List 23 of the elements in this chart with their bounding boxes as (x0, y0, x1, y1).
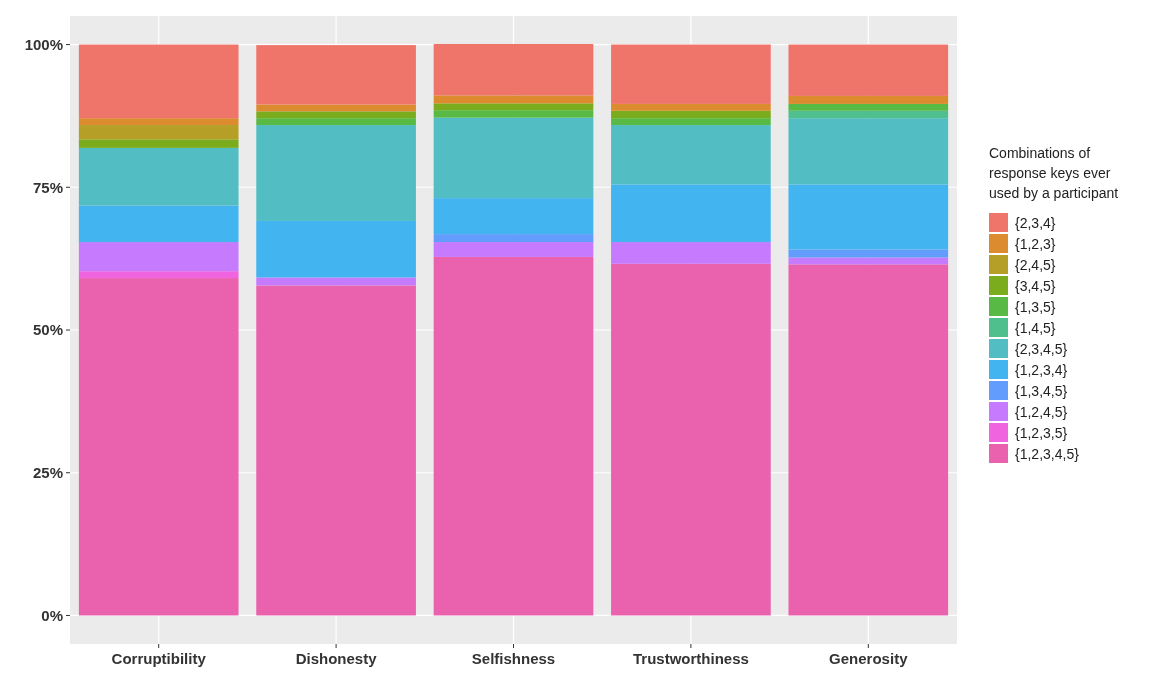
y-tick-label: 100% (24, 35, 63, 53)
legend-label: {1,3,4,5} (1015, 382, 1068, 399)
x-tick-label: Generosity (829, 650, 909, 667)
x-tick-label: Corruptibility (111, 650, 207, 667)
legend-label: {1,3,5} (1015, 298, 1056, 315)
x-tick-label: Dishonesty (295, 650, 378, 667)
x-tick-label: Trustworthiness (632, 650, 749, 667)
legend-title: Combinations of response keys ever used by a participant (989, 145, 1119, 201)
legend-label: {1,2,4,5} (1015, 403, 1068, 420)
legend-label: {1,2,3} (1015, 235, 1056, 252)
y-tick-label: 25% (32, 463, 63, 481)
x-tick-label: Selfishness (471, 650, 556, 667)
legend-label: {2,4,5} (1015, 256, 1056, 273)
legend-label: {1,4,5} (1015, 319, 1056, 336)
y-tick-label: 75% (32, 178, 63, 196)
y-tick-label: 50% (32, 321, 63, 339)
legend-label: {1,2,3,4} (1015, 361, 1068, 378)
y-tick-label: 0% (41, 606, 63, 624)
legend-label: {2,3,4,5} (1015, 340, 1068, 357)
legend-label: {1,2,3,5} (1015, 424, 1068, 441)
legend-label: {2,3,4} (1015, 214, 1056, 231)
legend-label: {1,2,3,4,5} (1015, 445, 1080, 462)
legend-label: {3,4,5} (1015, 277, 1056, 294)
